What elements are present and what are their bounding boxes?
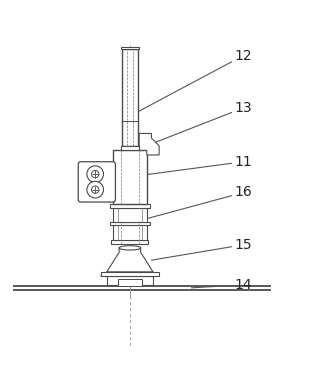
Bar [107, 276, 153, 285]
Bar [118, 279, 142, 286]
Text: 12: 12 [138, 49, 252, 112]
Bar [112, 240, 148, 244]
Bar [110, 204, 150, 208]
Bar [101, 272, 159, 276]
Bar [122, 49, 138, 146]
Circle shape [87, 166, 104, 182]
Text: 11: 11 [147, 155, 252, 174]
Circle shape [87, 181, 104, 198]
Polygon shape [101, 272, 159, 276]
Circle shape [91, 171, 99, 178]
Text: 15: 15 [151, 238, 252, 260]
Bar [113, 225, 147, 240]
Polygon shape [139, 134, 159, 155]
Polygon shape [107, 248, 153, 272]
Ellipse shape [119, 246, 141, 250]
Bar [121, 47, 138, 49]
Bar [110, 222, 150, 225]
Text: 16: 16 [147, 186, 252, 219]
Bar [113, 151, 147, 204]
Text: 13: 13 [154, 101, 252, 143]
Bar [113, 208, 147, 222]
Circle shape [91, 186, 99, 193]
FancyBboxPatch shape [78, 162, 116, 202]
Text: 14: 14 [191, 278, 252, 292]
Bar [121, 146, 139, 151]
